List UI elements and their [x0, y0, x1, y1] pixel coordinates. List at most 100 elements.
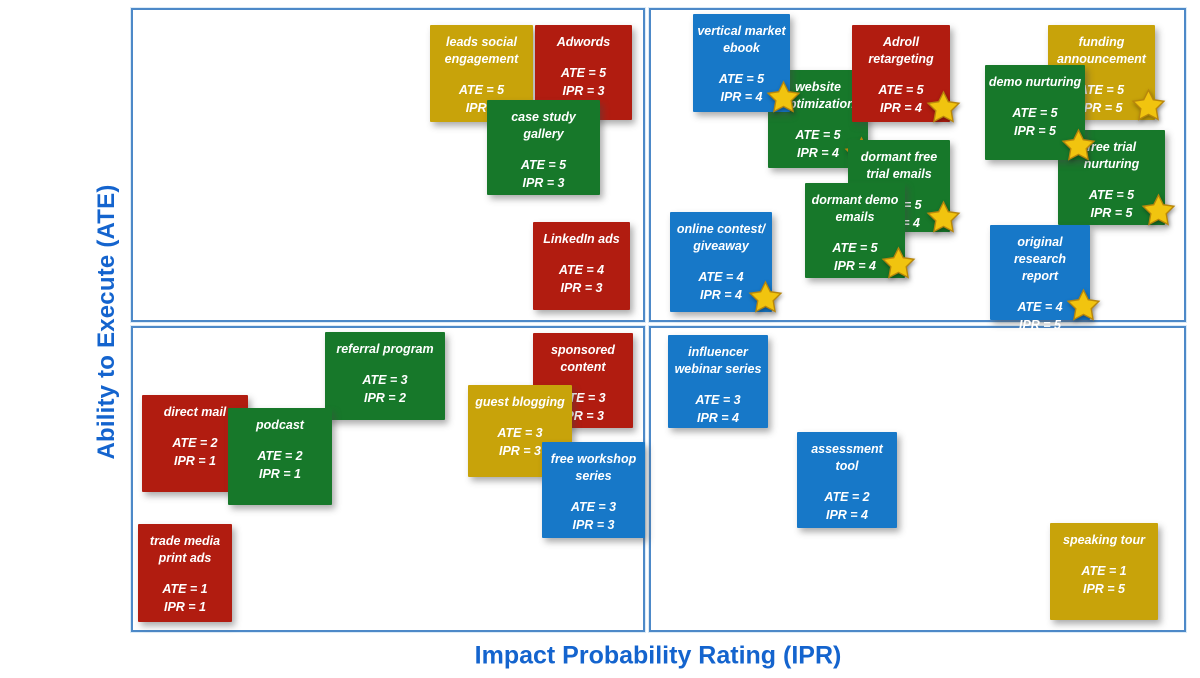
note-ipr-value: IPR = 5: [1082, 582, 1126, 596]
note-title: funding announcement: [1057, 35, 1146, 66]
note-values: ATE = 3 IPR = 3: [571, 498, 616, 534]
note-values: ATE = 3 IPR = 2: [362, 371, 407, 407]
star-icon: [926, 200, 961, 233]
note-values: ATE = 5 IPR = 5: [1012, 104, 1057, 140]
note-ipr-value: IPR = 2: [363, 391, 407, 405]
note-title: Adwords: [556, 35, 611, 49]
note-title: vertical market ebook: [697, 24, 786, 55]
note-ipr-value: IPR = 4: [796, 145, 840, 160]
note-ipr-value: IPR = 3: [572, 517, 615, 532]
sticky-note-linkedin-ads: LinkedIn ads ATE = 4 IPR = 3: [533, 222, 630, 310]
note-title: free trial nurturing: [1083, 140, 1140, 171]
sticky-note-online-contest-giveaway: online contest/ giveaway ATE = 4 IPR = 4: [670, 212, 783, 313]
sticky-note-speaking-tour: speaking tour ATE = 1 IPR = 5: [1050, 523, 1158, 620]
sticky-note-adroll-retargeting: Adroll retargeting ATE = 5 IPR = 4: [852, 25, 961, 123]
sticky-note-vertical-market-ebook: vertical market ebook ATE = 5 IPR = 4: [693, 14, 801, 113]
note-ate-value: ATE = 2: [172, 435, 218, 450]
star-icon: [766, 80, 801, 113]
note-ate-value: ATE = 2: [257, 448, 303, 463]
note-values: ATE = 5 IPR = 4: [795, 126, 840, 162]
note-ipr-value: IPR = 1: [163, 599, 207, 614]
note-values: ATE = 5 IPR = 3: [561, 64, 606, 100]
note-values: ATE = 5 IPR = 3: [521, 156, 566, 192]
note-ate-value: ATE = 1: [162, 581, 208, 596]
note-title: free workshop series: [550, 452, 637, 483]
star-icon: [748, 280, 783, 313]
note-title: website optimization: [781, 80, 855, 111]
note-values: ATE = 5 IPR = 5: [1089, 186, 1134, 222]
note-title: assessment tool: [811, 442, 883, 473]
note-ate-value: ATE = 2: [824, 489, 870, 504]
note-ipr-value: IPR = 1: [173, 454, 217, 468]
note-ipr-value: IPR = 5: [1013, 124, 1057, 138]
sticky-note-case-study-gallery: case study gallery ATE = 5 IPR = 3: [487, 100, 600, 195]
note-values: ATE = 3 IPR = 4: [695, 391, 740, 427]
note-title: demo nurturing: [988, 75, 1082, 89]
star-icon: [1131, 88, 1166, 121]
note-ipr-value: IPR = 3: [562, 84, 605, 98]
note-title: direct mail: [163, 405, 227, 419]
note-ate-value: ATE = 5: [1012, 105, 1058, 120]
note-values: ATE = 4 IPR = 5: [1017, 298, 1062, 334]
note-values: ATE = 5 IPR = 5: [1079, 81, 1124, 117]
note-ate-value: ATE = 5: [1078, 82, 1125, 97]
sticky-note-influencer-webinar-series: influencer webinar series ATE = 3 IPR = …: [668, 335, 768, 428]
note-title: dormant demo emails: [811, 193, 899, 224]
note-ipr-value: IPR = 4: [696, 410, 740, 425]
note-ipr-value: IPR = 3: [561, 408, 605, 423]
sticky-note-guest-blogging: guest blogging ATE = 3 IPR = 3: [468, 385, 572, 477]
note-ipr-value: IPR = 3: [560, 281, 603, 295]
note-values: ATE = 1 IPR = 1: [162, 580, 207, 616]
note-title: Adroll retargeting: [868, 35, 934, 66]
sticky-note-free-trial-nurturing: free trial nurturing ATE = 5 IPR = 5: [1058, 130, 1176, 226]
star-icon: [1066, 288, 1101, 321]
note-ipr-value: IPR = 4: [825, 507, 869, 522]
note-values: ATE = 5 IPR = 4: [832, 239, 877, 275]
note-ipr-value: IPR = 3: [498, 444, 542, 458]
note-ipr-value: IPR = 1: [258, 467, 302, 481]
note-ate-value: ATE = 5: [795, 127, 841, 142]
note-values: ATE = 5 IPR = 4: [878, 81, 923, 117]
note-title: influencer webinar series: [674, 345, 762, 376]
note-ipr-value: IPR = 5: [1080, 100, 1123, 115]
note-title: podcast: [256, 418, 304, 432]
note-ipr-value: IPR = 4: [879, 100, 923, 115]
note-ipr-value: IPR = 5: [1018, 317, 1062, 332]
star-icon: [881, 246, 916, 279]
y-axis-label: Ability to Execute (ATE): [93, 184, 120, 460]
note-title: speaking tour: [1063, 533, 1145, 547]
note-values: ATE = 5 IPR = 4: [719, 70, 764, 106]
note-ate-value: ATE = 1: [1081, 563, 1127, 578]
note-ipr-value: IPR = 4: [833, 258, 877, 273]
note-values: ATE = 4 IPR = 3: [559, 261, 604, 297]
note-ate-value: ATE = 4: [558, 262, 605, 277]
note-title: sponsored content: [551, 343, 615, 374]
note-title: guest blogging: [475, 395, 565, 409]
note-title: online contest/ giveaway: [676, 222, 766, 253]
note-title: dormant free trial emails: [860, 150, 938, 181]
star-icon: [926, 90, 961, 123]
note-ate-value: ATE = 3: [695, 392, 741, 407]
sticky-note-referral-program: referral program ATE = 3 IPR = 2: [325, 332, 445, 420]
note-values: ATE = 1 IPR = 5: [1081, 562, 1126, 598]
note-ipr-value: IPR = 4: [720, 89, 763, 104]
note-values: ATE = 4 IPR = 4: [698, 268, 743, 304]
note-ate-value: ATE = 4: [1017, 299, 1063, 314]
note-title: leads social engagement: [444, 35, 519, 66]
note-ipr-value: IPR = 4: [699, 287, 743, 302]
sticky-note-original-research-report: original research report ATE = 4 IPR = 5: [990, 225, 1101, 332]
note-ipr-value: IPR = 3: [522, 175, 565, 190]
note-values: ATE = 3 IPR = 3: [497, 424, 542, 460]
note-ate-value: ATE = 3: [497, 425, 543, 440]
sticky-note-dormant-demo-emails: dormant demo emails ATE = 5 IPR = 4: [805, 183, 916, 279]
x-axis-label: Impact Probability Rating (IPR): [474, 641, 842, 670]
note-values: ATE = 2 IPR = 1: [257, 447, 302, 483]
note-title: original research report: [1013, 235, 1067, 283]
sticky-note-assessment-tool: assessment tool ATE = 2 IPR = 4: [797, 432, 897, 528]
note-ate-value: ATE = 3: [362, 372, 408, 387]
star-icon: [1141, 193, 1176, 226]
star-icon: [1061, 128, 1096, 161]
note-title: case study gallery: [511, 110, 576, 141]
note-ate-value: ATE = 5: [520, 157, 567, 172]
